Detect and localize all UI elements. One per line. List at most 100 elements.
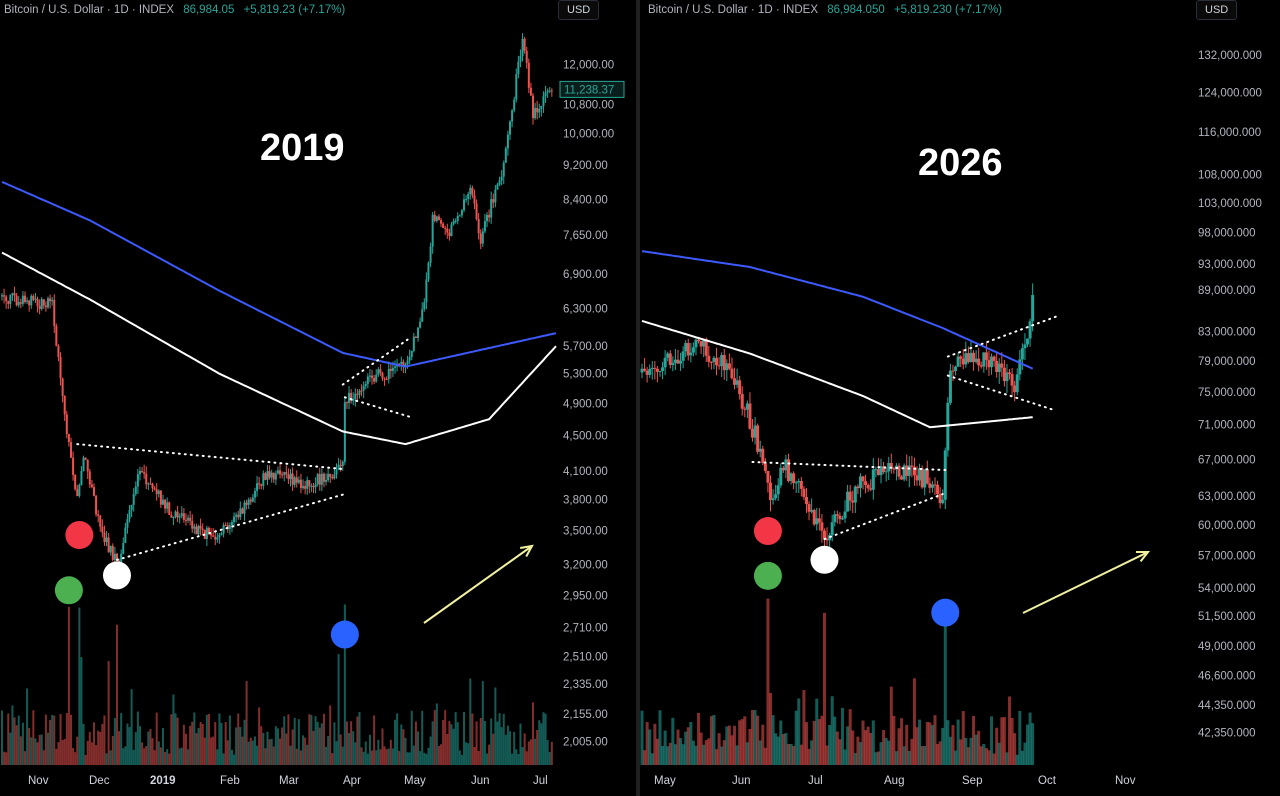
candle-body	[851, 500, 855, 503]
volume-bar	[661, 745, 665, 765]
volume-bar	[486, 753, 489, 765]
candle-body	[456, 216, 459, 221]
volume-bar	[892, 715, 896, 765]
volume-bar	[130, 689, 133, 765]
candle-body	[44, 305, 47, 308]
candle-body	[65, 414, 68, 435]
candle-body	[483, 221, 486, 232]
candle-body	[745, 403, 749, 410]
candle-body	[331, 476, 334, 479]
chart-panel-2019[interactable]: Bitcoin / U.S. Dollar · 1D · INDEX 86,98…	[0, 0, 636, 796]
arrow-head	[520, 544, 534, 558]
candle-body	[134, 486, 137, 494]
currency-selector[interactable]: USD	[558, 0, 600, 20]
panel-divider[interactable]	[636, 0, 640, 796]
candle-body	[337, 464, 340, 470]
volume-bar	[496, 721, 499, 765]
volume-bar	[907, 750, 911, 765]
candle-body	[458, 215, 461, 217]
candle-body	[1005, 372, 1009, 382]
volume-bar	[858, 742, 862, 765]
chart-canvas[interactable]: 12,000.00 10,800.00 10,000.00 9,200.00 8,400…	[0, 0, 636, 796]
candle-body	[964, 353, 968, 365]
candle-body	[951, 370, 955, 372]
candle-body	[704, 339, 708, 356]
volume-bar	[274, 726, 277, 765]
volume-bar	[297, 719, 300, 765]
candle-body	[915, 475, 919, 481]
candle-body	[76, 489, 79, 497]
candle-body	[681, 351, 685, 361]
candle-body	[354, 393, 357, 400]
volume-bar	[72, 747, 75, 765]
volume-bar	[99, 731, 102, 765]
candle-body	[548, 90, 551, 92]
candle-body	[95, 495, 98, 515]
volume-bar	[3, 751, 6, 765]
volume-bar	[187, 749, 190, 765]
volume-bar	[869, 733, 873, 765]
candle-body	[398, 363, 401, 365]
volume-bar	[289, 745, 292, 765]
volume-bar	[756, 715, 760, 765]
volume-bar	[807, 748, 811, 765]
candle-body	[170, 514, 173, 518]
candle-body	[224, 525, 227, 527]
candle-body	[488, 215, 491, 218]
candle-body	[997, 363, 1001, 373]
volume-bar	[779, 720, 783, 765]
candle-body	[279, 470, 282, 475]
candle-body	[410, 350, 413, 358]
volume-bar	[733, 725, 737, 765]
volume-bar	[786, 743, 790, 765]
moving-average-blue	[1, 180, 557, 368]
volume-bar	[815, 698, 819, 765]
candle-body	[176, 511, 179, 518]
volume-bar	[44, 714, 47, 765]
volume-bar	[279, 738, 282, 765]
candle-body	[362, 386, 365, 391]
volume-bar	[251, 740, 254, 765]
volume-bar	[348, 732, 351, 765]
volume-bar	[425, 753, 428, 765]
volume-bar	[727, 725, 731, 765]
candle-body	[180, 513, 183, 517]
candle-body	[11, 293, 14, 295]
y-tick-label: 5,300.00	[563, 369, 608, 381]
candle-body	[155, 489, 158, 494]
volume-bar	[134, 732, 137, 765]
volume-bar	[902, 746, 906, 765]
candle-body	[820, 522, 824, 531]
volume-bar	[299, 750, 302, 765]
volume-bar	[343, 604, 346, 765]
volume-bar	[195, 733, 198, 765]
volume-bar	[166, 749, 169, 765]
volume-bar	[132, 749, 135, 765]
chart-panel-2026[interactable]: Bitcoin / U.S. Dollar · 1D · INDEX 86,98…	[640, 0, 1280, 796]
trend-arrow	[423, 544, 534, 624]
candle-body	[53, 299, 56, 327]
volume-bar	[640, 710, 644, 765]
volume-bar	[302, 735, 305, 765]
volume-bar	[308, 714, 311, 765]
volume-bar	[825, 745, 829, 765]
y-tick-label: 9,200.00	[563, 160, 608, 172]
candle-body	[97, 514, 100, 516]
candle-body	[802, 488, 806, 497]
volume-bar	[276, 728, 279, 765]
y-tick-label: 8,400.00	[563, 194, 608, 206]
chart-canvas[interactable]: 132,000.000 124,000.000 116,000.000 108,000…	[640, 0, 1280, 796]
volume-bar	[433, 710, 436, 765]
currency-selector[interactable]: USD	[1196, 0, 1238, 20]
volume-bar	[702, 744, 706, 765]
volume-bar	[448, 721, 451, 765]
volume-bar	[111, 735, 114, 765]
candle-body	[389, 368, 392, 371]
volume-bar	[977, 730, 981, 765]
x-tick-label: 2019	[150, 775, 176, 787]
volume-bar	[354, 742, 357, 765]
volume-bar	[866, 726, 870, 765]
volume-bar	[341, 746, 344, 765]
candle-body	[360, 390, 363, 392]
volume-bar	[964, 737, 968, 765]
